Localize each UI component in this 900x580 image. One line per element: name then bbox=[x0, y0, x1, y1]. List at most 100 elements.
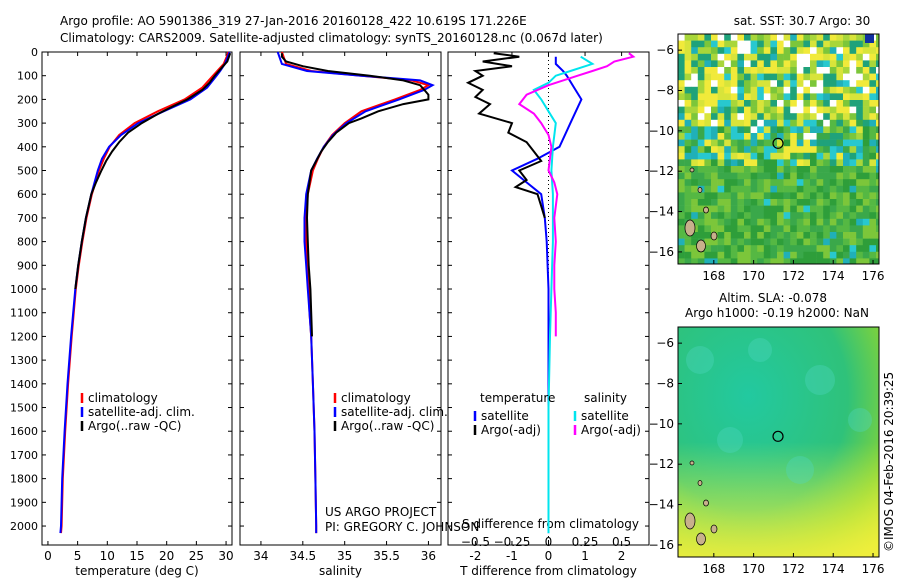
sst-cell bbox=[876, 258, 879, 264]
sst-cell bbox=[744, 185, 751, 193]
sst-cell bbox=[691, 205, 699, 213]
sst-cell bbox=[796, 40, 804, 48]
sst-cell bbox=[876, 185, 879, 193]
y-tick-label: 300 bbox=[17, 117, 38, 130]
sst-cell bbox=[849, 93, 857, 101]
sst-cell bbox=[810, 119, 817, 127]
sst-cell bbox=[737, 179, 745, 187]
sst-cell bbox=[724, 225, 732, 233]
sst-cell bbox=[783, 86, 791, 94]
sst-cell bbox=[849, 245, 857, 253]
sst-cell bbox=[823, 192, 831, 200]
sst-cell bbox=[869, 106, 877, 114]
sst-cell bbox=[691, 86, 699, 94]
sst-cell bbox=[849, 205, 857, 213]
sst-cell bbox=[770, 47, 778, 55]
sst-cell bbox=[796, 192, 804, 200]
sst-cell bbox=[796, 139, 804, 147]
sst-cell bbox=[730, 232, 738, 239]
sst-map: 168 170 172 174 176 −6 −8 −10 −12 −14 −16 sat. SST:… bbox=[649, 14, 885, 283]
sst-cell bbox=[770, 192, 778, 200]
island bbox=[684, 512, 696, 530]
sst-cell bbox=[750, 53, 758, 61]
sst-cell bbox=[730, 238, 738, 246]
sst-cell bbox=[823, 172, 831, 180]
sst-cell bbox=[697, 93, 705, 101]
sst-cell bbox=[744, 47, 751, 55]
sst-cell bbox=[869, 67, 877, 74]
sst-cell bbox=[763, 93, 771, 101]
sst-cell bbox=[836, 172, 844, 180]
sst-cell bbox=[829, 86, 837, 94]
sst-cell bbox=[711, 80, 718, 88]
sst-cell bbox=[836, 93, 844, 101]
sst-cell bbox=[876, 152, 879, 160]
sst-cell bbox=[790, 212, 798, 220]
sst-cell bbox=[737, 245, 745, 253]
sst-cell bbox=[790, 80, 798, 88]
sst-cell bbox=[816, 218, 824, 226]
sst-cell bbox=[770, 232, 778, 239]
sst-cell bbox=[684, 185, 692, 193]
sst-cell bbox=[862, 47, 870, 55]
sst-cell bbox=[757, 212, 765, 220]
sst-cell bbox=[770, 60, 778, 68]
sst-cell bbox=[790, 172, 798, 180]
salinity-panel-frame bbox=[239, 51, 442, 546]
sst-cell bbox=[724, 205, 732, 213]
sst-cell bbox=[816, 152, 824, 160]
sst-cell bbox=[869, 93, 877, 101]
x-axis-label: salinity bbox=[319, 564, 362, 578]
sst-cell bbox=[711, 67, 718, 74]
sst-cell bbox=[862, 100, 870, 107]
sst-cell bbox=[856, 245, 864, 253]
sst-cell bbox=[691, 185, 699, 193]
sst-cell bbox=[737, 34, 745, 41]
sst-cell bbox=[763, 232, 771, 239]
sst-cell bbox=[836, 34, 844, 41]
sst-cell bbox=[763, 159, 771, 167]
sst-cell bbox=[678, 60, 685, 68]
sst-cell bbox=[856, 133, 864, 140]
sst-cell bbox=[862, 245, 870, 253]
sst-cell bbox=[803, 192, 811, 200]
sst-cell bbox=[763, 126, 771, 134]
sst-cell bbox=[777, 152, 784, 160]
sst-cell bbox=[796, 67, 804, 74]
sst-cell bbox=[849, 225, 857, 233]
sst-cell bbox=[737, 80, 745, 88]
sst-cell bbox=[744, 106, 751, 114]
map-x-tick-label: 174 bbox=[822, 562, 845, 576]
sst-cell bbox=[843, 159, 850, 167]
y-tick-label: 1300 bbox=[10, 354, 38, 367]
sst-cell bbox=[849, 86, 857, 94]
sst-cell bbox=[704, 106, 712, 114]
sst-cell bbox=[856, 218, 864, 226]
sst-cell bbox=[810, 100, 817, 107]
sst-cell bbox=[783, 205, 791, 213]
sst-cell bbox=[843, 179, 850, 187]
sst-cell bbox=[737, 139, 745, 147]
sst-cell bbox=[730, 53, 738, 61]
sst-cell bbox=[717, 73, 725, 81]
sst-cell bbox=[803, 34, 811, 41]
sst-cell bbox=[869, 60, 877, 68]
credit-project: US ARGO PROJECT bbox=[325, 505, 437, 519]
sst-cell bbox=[823, 205, 831, 213]
sst-cell bbox=[678, 126, 685, 134]
sst-cell bbox=[770, 185, 778, 193]
sst-cell bbox=[777, 245, 784, 253]
sst-cell bbox=[777, 139, 784, 147]
sst-cell bbox=[810, 232, 817, 239]
sst-cell bbox=[777, 166, 784, 173]
legend-label: Argo(..raw -QC) bbox=[88, 419, 181, 433]
sst-cell bbox=[711, 218, 718, 226]
sst-cell bbox=[717, 172, 725, 180]
sst-cell bbox=[856, 106, 864, 114]
sst-cell bbox=[763, 100, 771, 107]
island bbox=[696, 532, 706, 546]
sst-cell bbox=[876, 166, 879, 173]
sst-cell bbox=[823, 80, 831, 88]
island bbox=[697, 480, 703, 486]
sst-cell bbox=[869, 113, 877, 121]
